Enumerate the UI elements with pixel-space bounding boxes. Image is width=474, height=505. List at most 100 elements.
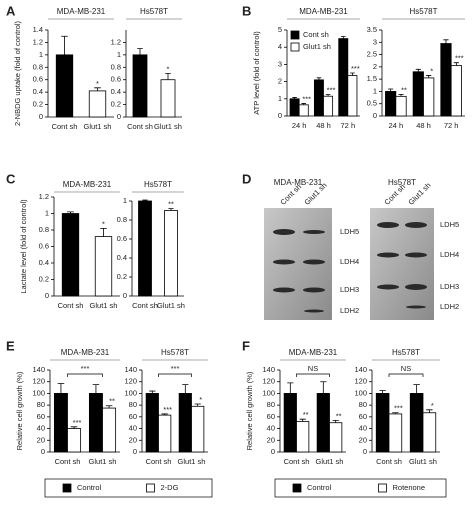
bar [323,95,334,117]
panel-label: F [242,338,250,353]
y-tick-label: 3 [373,37,377,46]
significance-label: *** [455,54,464,63]
y-tick-label: 60 [359,412,367,421]
bar [347,75,358,117]
significance-label: * [430,66,433,75]
y-tick-label: 0.2 [39,274,49,283]
band-label: LDH5 [340,227,359,236]
y-tick-label: 100 [262,388,275,397]
y-tick-label: 2 [373,62,377,71]
y-tick-label: 140 [354,365,367,374]
y-tick-label: 80 [37,400,45,409]
error-bar [340,36,346,39]
legend-swatch [378,483,387,493]
legend-swatch [62,483,72,493]
y-tick-label: 0 [39,112,43,121]
error-bar [105,405,113,409]
y-tick-label: 1.2 [111,37,121,46]
gel-image [264,208,332,320]
error-bar [67,211,74,214]
y-tick-label: 0.6 [117,234,127,243]
y-tick-label: 0 [278,111,282,120]
x-tick-label: Cont sh [58,301,84,310]
error-bar [149,390,156,394]
chart-title: MDA-MB-231 [61,348,110,357]
bar [329,422,343,453]
bracket-label: *** [81,364,90,373]
bracket [296,373,330,377]
y-tick-label: 60 [129,412,137,421]
bar [298,104,309,117]
y-tick-label: 140 [124,365,137,374]
gel-panel: MDA-MB-231 Hs578T Cont sh Glut1 sh Cont … [264,178,459,320]
error-bar [70,426,78,429]
bar [450,65,462,117]
legend-swatch [290,30,300,40]
error-bar [142,199,148,201]
y-tick-label: 1 [278,94,282,103]
legend-label: Cont sh [303,30,329,39]
y-tick-label: 100 [124,388,137,397]
error-bar [350,72,355,76]
y-tick-label: 20 [267,435,275,444]
y-tick-label: 0.4 [39,258,49,267]
y-tick-label: 0 [41,447,45,456]
panel-label: D [242,171,251,186]
y-tick-label: 60 [37,412,45,421]
significance-label: *** [302,94,311,103]
panel-label: B [242,3,251,18]
y-axis-label: Relative cell growth (%) [15,371,24,450]
y-tick-label: 0.8 [33,62,43,71]
x-tick-label: Glut1 sh [84,122,112,131]
significance-label: * [102,219,105,228]
bar [160,79,176,118]
y-tick-label: 0 [117,112,121,121]
y-tick-label: 140 [32,365,45,374]
chart-title: MDA-MB-231 [57,7,106,16]
band-label: LDH4 [440,250,459,259]
bar [94,236,113,297]
panel-label: A [6,3,16,18]
legend-label: 2-DG [161,483,179,492]
y-axis-label: Relative cell growth (%) [245,371,254,450]
y-tick-label: 100 [354,388,367,397]
x-tick-label: Cont sh [284,457,310,466]
y-tick-label: 2.5 [367,50,377,59]
gel-title: Hs578T [388,178,416,187]
y-tick-label: 100 [32,388,45,397]
bar [132,54,148,118]
significance-label: ** [109,397,115,406]
y-tick-label: 1.2 [39,192,49,201]
x-tick-label: Glut1 sh [316,457,344,466]
error-bar [287,382,294,394]
x-tick-label: 24 h [292,121,307,130]
x-tick-label: Cont sh [52,122,78,131]
x-tick-label: 72 h [444,121,459,130]
gel-title: MDA-MB-231 [274,178,323,187]
chart-title: MDA-MB-231 [299,7,348,16]
legend-label: Rotenone [393,483,426,492]
error-bar [92,384,100,394]
error-bar [392,412,399,414]
x-tick-label: Cont sh [376,457,402,466]
significance-label: * [431,401,434,410]
error-bar [57,383,65,394]
bar [385,91,397,117]
bar [67,428,82,453]
error-bar [398,93,404,97]
x-tick-label: Glut1 sh [178,457,206,466]
bar [158,414,172,453]
error-bar [61,35,68,55]
bar [55,54,74,118]
y-tick-label: 0.8 [111,62,121,71]
chart-title: Hs578T [144,180,172,189]
y-tick-label: 140 [262,365,275,374]
bar [61,213,80,297]
y-tick-label: 0.8 [39,225,49,234]
bar [440,43,452,117]
y-tick-label: 40 [359,424,367,433]
error-bar [301,103,307,105]
bar [102,407,117,453]
significance-label: * [96,79,99,88]
y-tick-label: 0.2 [33,100,43,109]
